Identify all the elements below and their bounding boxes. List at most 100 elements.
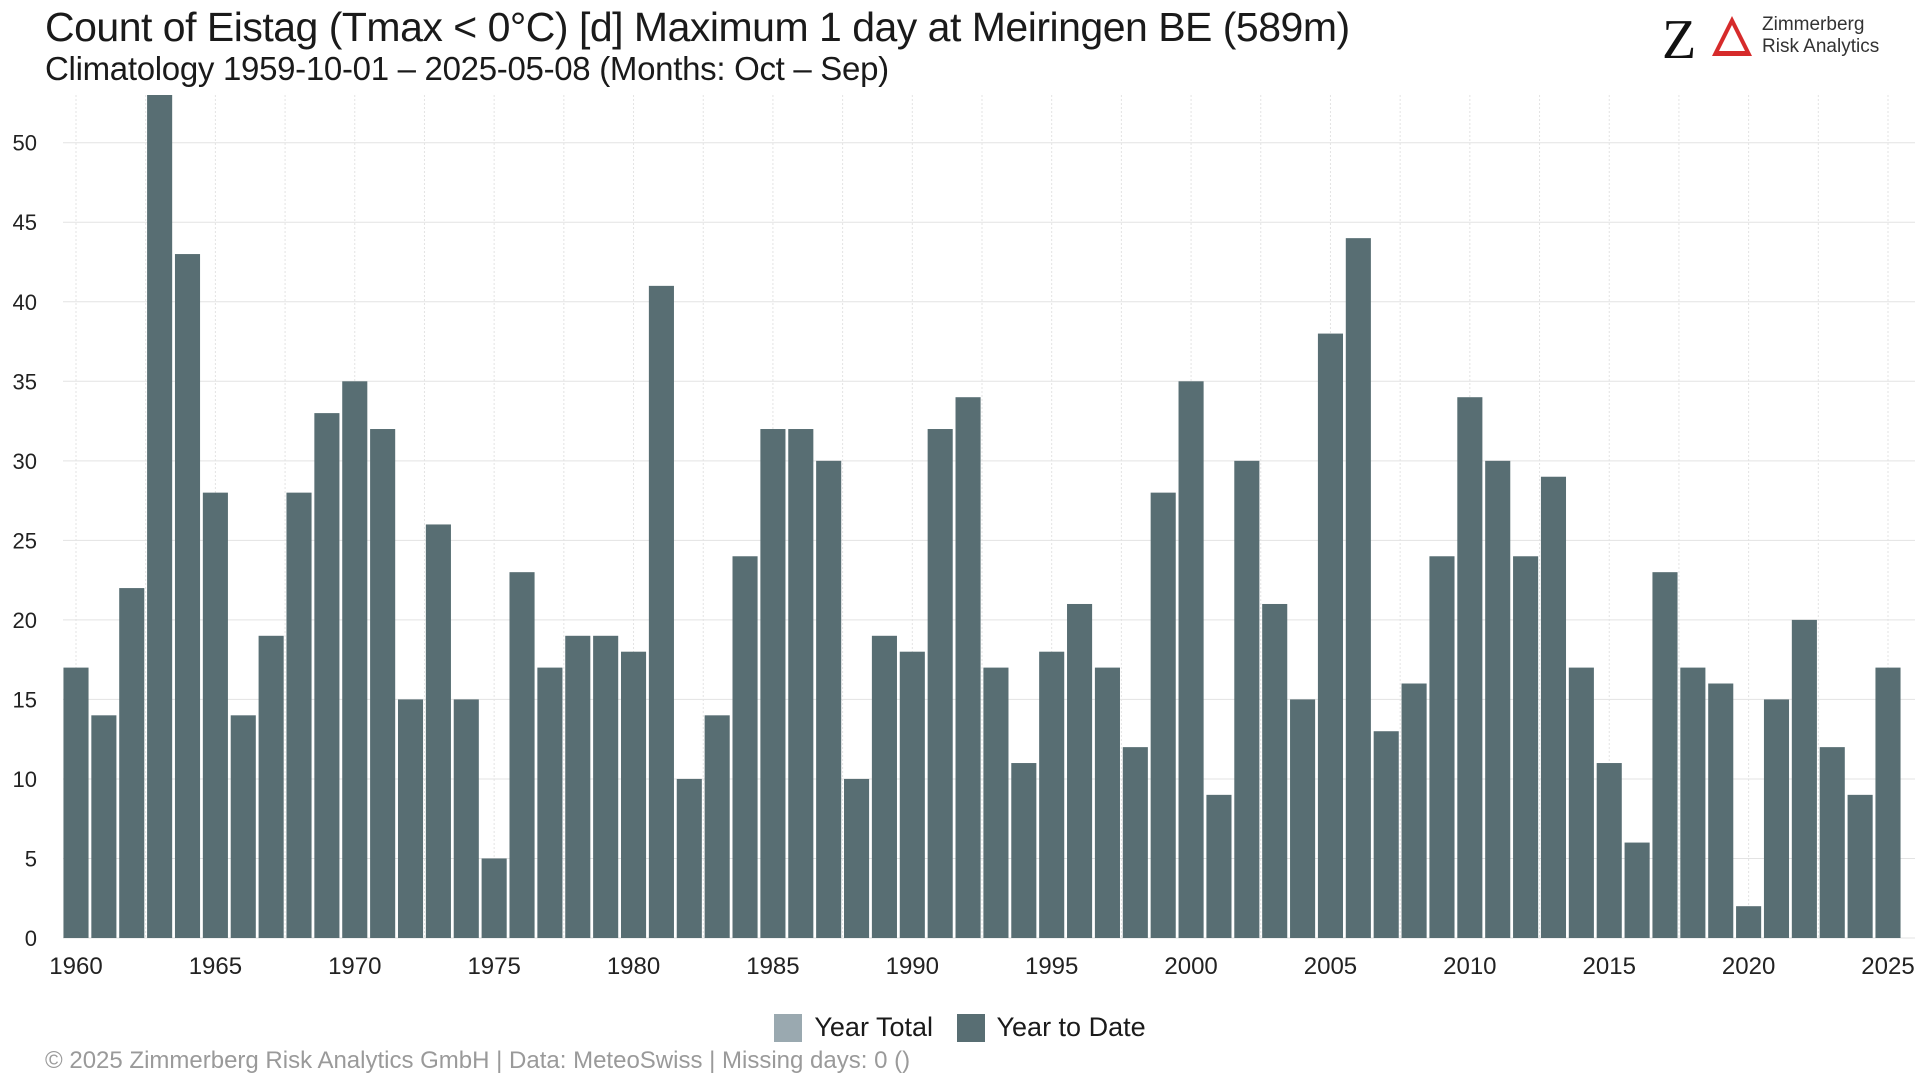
bar-1976 — [509, 572, 535, 938]
bar-2025 — [1875, 667, 1901, 938]
bar-2010 — [1457, 397, 1483, 939]
bar-1971 — [370, 429, 396, 938]
bar-2023 — [1819, 747, 1845, 938]
logo-line1: Zimmerberg — [1762, 14, 1865, 35]
bar-2013 — [1540, 476, 1567, 938]
bar-1965 — [202, 492, 228, 938]
x-tick-label: 2010 — [1443, 953, 1496, 980]
logo-line2: Risk Analytics — [1762, 36, 1880, 57]
bar-1977 — [537, 667, 563, 938]
x-tick-label: 1985 — [746, 953, 799, 980]
logo-text: Zimmerberg Risk Analytics — [1762, 14, 1879, 58]
bar-2007 — [1373, 731, 1399, 938]
bar-1975 — [481, 858, 507, 938]
bar-2017 — [1652, 572, 1678, 938]
x-tick-label: 1960 — [49, 953, 102, 980]
bar-2008 — [1401, 683, 1427, 938]
bar-1961 — [91, 715, 117, 938]
bar-1999 — [1150, 492, 1176, 938]
legend-label-year-total: Year Total — [814, 1012, 933, 1042]
logo-z-mark: Z — [1662, 9, 1697, 71]
bar-1970 — [342, 381, 368, 938]
bar-2021 — [1763, 699, 1790, 938]
x-tick-label: 1970 — [328, 953, 381, 980]
bar-2016 — [1624, 842, 1650, 938]
x-axis-ticks: 1960 1965 1970 1975 1980 1985 1990 1995 2000 2005… — [49, 953, 1914, 980]
chart-subtitle: Climatology 1959-10-01 – 2025-05-08 (Mon… — [45, 50, 889, 87]
bar-2022 — [1791, 619, 1817, 938]
x-tick-label: 2000 — [1164, 953, 1217, 980]
bar-2015 — [1596, 763, 1622, 938]
bar-2006 — [1345, 238, 1371, 938]
bar-2004 — [1290, 699, 1316, 938]
x-tick-label: 1995 — [1025, 953, 1078, 980]
bar-1993 — [983, 667, 1009, 938]
y-tick-label: 20 — [13, 608, 37, 633]
footer-credit: © 2025 Zimmerberg Risk Analytics GmbH | … — [45, 1047, 911, 1074]
bar-1996 — [1067, 603, 1093, 938]
bar-1964 — [174, 254, 201, 938]
x-tick-label: 2025 — [1861, 953, 1914, 980]
bar-1982 — [676, 778, 702, 938]
legend-item-year-to-date: Year to Date — [956, 1012, 1146, 1043]
bar-1983 — [704, 715, 730, 938]
bar-1981 — [648, 285, 674, 938]
bar-2012 — [1513, 556, 1539, 938]
bar-2005 — [1317, 333, 1344, 938]
y-tick-label: 40 — [13, 290, 37, 315]
bar-1967 — [258, 635, 284, 938]
bar-1968 — [286, 492, 312, 938]
bar-2018 — [1680, 667, 1706, 938]
x-tick-label: 1980 — [607, 953, 660, 980]
bar-2003 — [1262, 603, 1288, 938]
bar-1972 — [397, 699, 424, 938]
x-tick-label: 2015 — [1583, 953, 1636, 980]
chart-title: Count of Eistag (Tmax < 0°C) [d] Maximum… — [45, 4, 1350, 50]
bar-1962 — [119, 588, 145, 938]
bar-2000 — [1178, 381, 1204, 938]
x-tick-label: 2005 — [1304, 953, 1357, 980]
bar-2002 — [1234, 460, 1260, 938]
y-tick-label: 15 — [13, 687, 37, 712]
bar-2001 — [1206, 794, 1232, 938]
bar-1991 — [927, 429, 953, 938]
bar-1963 — [147, 95, 173, 938]
bar-1995 — [1039, 651, 1065, 938]
bar-1988 — [844, 778, 870, 938]
bar-2020 — [1736, 906, 1762, 938]
y-tick-label: 25 — [13, 528, 37, 553]
bars — [63, 95, 1901, 939]
x-tick-label: 2020 — [1722, 953, 1775, 980]
bar-1969 — [314, 413, 340, 938]
bar-2024 — [1847, 794, 1873, 938]
logo-delta-icon — [1712, 16, 1752, 56]
x-tick-label: 1975 — [467, 953, 520, 980]
y-tick-label: 50 — [13, 131, 37, 156]
bar-1992 — [955, 397, 981, 939]
bar-2011 — [1485, 460, 1511, 938]
y-tick-label: 45 — [13, 210, 37, 235]
bar-1990 — [899, 651, 925, 938]
x-tick-label: 1990 — [886, 953, 939, 980]
y-tick-label: 5 — [25, 846, 37, 871]
bar-1979 — [593, 635, 619, 938]
bar-1994 — [1011, 763, 1037, 938]
bar-2009 — [1429, 556, 1455, 938]
legend-item-year-total: Year Total — [774, 1012, 933, 1043]
legend-swatch-year-to-date — [956, 1013, 985, 1042]
bar-2019 — [1708, 683, 1734, 938]
company-logo: Z Zimmerberg Risk Analytics — [1662, 9, 1892, 71]
y-tick-label: 35 — [13, 369, 37, 394]
bar-1974 — [453, 699, 479, 938]
bar-1986 — [788, 429, 814, 938]
bar-1998 — [1122, 747, 1148, 938]
x-tick-label: 1965 — [189, 953, 242, 980]
y-tick-label: 30 — [13, 449, 37, 474]
bar-1997 — [1094, 667, 1120, 938]
bar-1973 — [425, 524, 451, 938]
bar-1960 — [63, 667, 89, 938]
legend: Year Total Year to Date — [0, 1012, 1920, 1049]
bar-1987 — [816, 460, 842, 938]
y-tick-label: 10 — [13, 767, 37, 792]
